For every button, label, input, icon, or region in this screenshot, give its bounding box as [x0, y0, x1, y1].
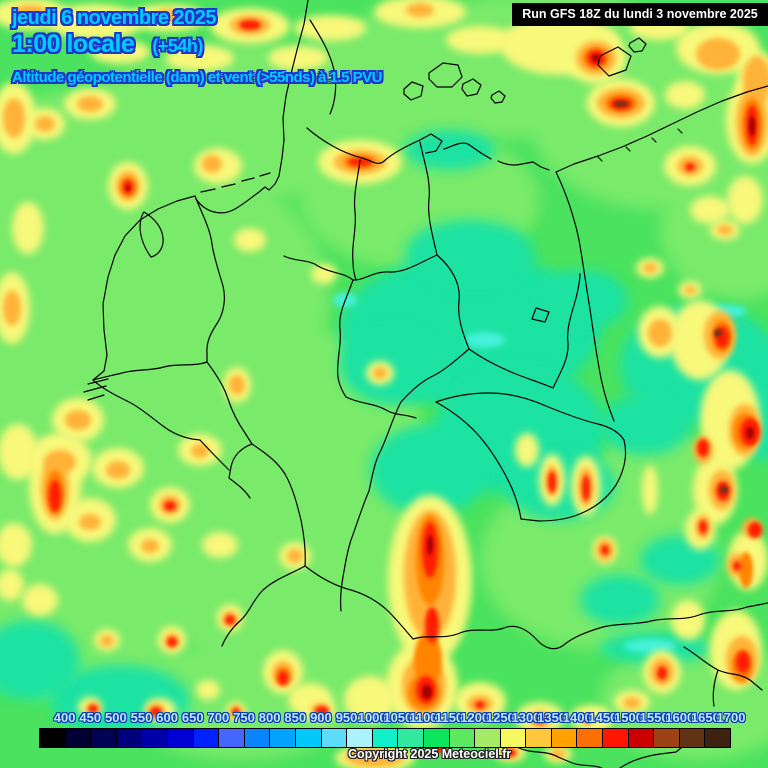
border-path — [345, 396, 417, 419]
border-path — [518, 747, 603, 768]
border-path — [619, 743, 687, 768]
border-path — [597, 37, 647, 77]
forecast-local-time: 1:00 locale — [12, 30, 135, 58]
border-path — [419, 141, 438, 256]
border-path — [336, 279, 354, 398]
border-path — [251, 443, 306, 567]
border-path — [436, 254, 470, 350]
border-path — [683, 646, 763, 707]
border-path — [468, 273, 581, 389]
forecast-time-row: 1:00 locale (+54h) — [12, 32, 382, 57]
border-path — [306, 127, 550, 171]
layer-dark-red — [126, 54, 755, 699]
border-path — [351, 159, 361, 281]
layer-brown — [614, 101, 728, 494]
map-header: jeudi 6 novembre 2025 1:00 locale (+54h)… — [12, 7, 383, 86]
border-path — [139, 211, 164, 258]
border-path — [309, 19, 337, 115]
border-path — [199, 439, 230, 471]
border-path — [92, 361, 208, 381]
border-path — [195, 0, 309, 214]
map-parameter-title: Altitude géopotentielle (dam) et vent (>… — [12, 69, 383, 86]
border-path — [200, 172, 271, 193]
border-path — [412, 602, 768, 650]
border-path — [597, 128, 683, 162]
border-path — [92, 379, 201, 441]
border-path — [403, 62, 506, 104]
border-path — [283, 255, 354, 281]
border-path — [194, 195, 225, 363]
border-path — [520, 439, 627, 522]
country-borders — [83, 0, 768, 768]
border-path — [304, 565, 414, 640]
border-path — [340, 348, 470, 612]
border-path — [435, 392, 625, 441]
border-path — [435, 401, 522, 520]
border-path — [352, 254, 438, 281]
forecast-date: jeudi 6 novembre 2025 — [12, 7, 217, 29]
forecast-hour-offset: (+54h) — [152, 36, 203, 56]
border-path — [531, 307, 550, 323]
border-path — [92, 195, 196, 381]
copyright-notice: Copyright 2025 Meteociel.fr — [348, 747, 512, 761]
border-path — [555, 85, 768, 173]
model-run-info: Run GFS 18Z du lundi 3 novembre 2025 — [512, 3, 768, 26]
border-path — [555, 171, 615, 422]
border-path — [221, 565, 306, 647]
